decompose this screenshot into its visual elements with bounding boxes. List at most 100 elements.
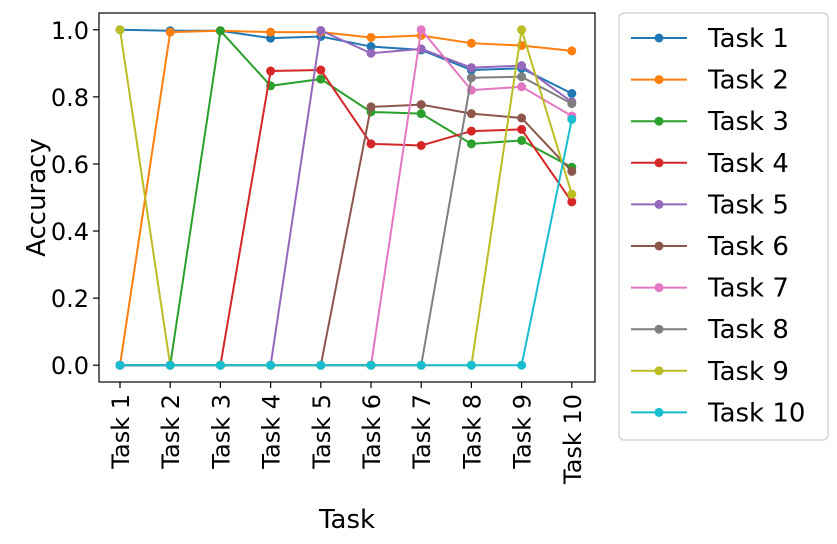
data-point <box>567 114 577 124</box>
legend-marker <box>654 158 664 168</box>
data-point <box>517 61 527 71</box>
data-point <box>517 360 527 370</box>
data-point <box>466 126 476 136</box>
y-tick-label: 0.0 <box>51 352 89 380</box>
x-tick-label: Task 7 <box>408 394 436 470</box>
legend-marker <box>654 241 664 251</box>
series-task-4 <box>115 65 577 370</box>
legend-item: Task 7 <box>631 274 789 304</box>
legend-label: Task 9 <box>707 357 789 387</box>
data-point <box>517 135 527 145</box>
series-line <box>120 69 573 367</box>
x-tick-label: Task 6 <box>358 394 386 470</box>
data-point <box>517 25 527 35</box>
x-tick-label: Task 9 <box>509 394 537 470</box>
legend-label: Task 3 <box>707 107 789 137</box>
legend-item: Task 9 <box>631 357 789 387</box>
data-point <box>517 72 527 82</box>
legend-item: Task 1 <box>631 24 789 54</box>
y-tick-label: 0.6 <box>51 151 89 179</box>
legend-label: Task 10 <box>707 398 805 428</box>
legend-marker <box>654 116 664 126</box>
series-line <box>120 28 573 367</box>
series-line <box>120 28 573 367</box>
data-point <box>316 74 326 84</box>
legend: Task 1 Task 2 Task 3 Task 4 Task 5 Task 6 Task… <box>618 12 829 441</box>
legend-marker <box>654 407 664 417</box>
data-point <box>567 189 577 199</box>
data-point <box>416 360 426 370</box>
data-point <box>366 102 376 112</box>
y-axis-title: Accuracy <box>22 138 52 257</box>
legend-marker <box>654 33 664 43</box>
legend-marker <box>654 199 664 209</box>
y-tick-label: 0.2 <box>51 285 89 313</box>
data-point <box>567 166 577 176</box>
x-tick-label: Task 1 <box>107 394 135 470</box>
data-point <box>567 197 577 207</box>
legend-label: Task 6 <box>707 232 789 262</box>
legend-item: Task 4 <box>631 149 789 179</box>
x-tick-label: Task 3 <box>207 394 235 470</box>
data-point <box>416 141 426 151</box>
data-point <box>416 109 426 119</box>
legend-item: Task 10 <box>631 398 805 428</box>
plot-area <box>115 25 577 370</box>
data-point <box>567 89 577 99</box>
plot-frame <box>98 12 596 383</box>
legend-box <box>618 12 829 441</box>
data-point <box>366 139 376 149</box>
legend-label: Task 2 <box>707 66 789 96</box>
y-axis: 0.0 0.2 0.4 0.6 0.8 1.0 <box>51 17 99 380</box>
legend-item: Task 5 <box>631 190 789 220</box>
data-point <box>567 46 577 56</box>
data-point <box>466 139 476 149</box>
data-point <box>316 360 326 370</box>
data-point <box>266 27 276 37</box>
data-point <box>366 32 376 42</box>
legend-label: Task 8 <box>707 315 789 345</box>
x-tick-label: Task 4 <box>258 394 286 470</box>
series-line <box>120 119 573 367</box>
x-tick-label: Task 8 <box>458 394 486 470</box>
data-point <box>366 360 376 370</box>
y-tick-label: 0.8 <box>51 84 89 112</box>
series-line <box>119 29 572 366</box>
data-point <box>215 26 225 36</box>
data-point <box>115 360 125 370</box>
data-point <box>366 42 376 52</box>
legend-item: Task 2 <box>631 66 789 96</box>
data-point <box>517 113 527 123</box>
legend-marker <box>654 324 664 334</box>
legend-label: Task 1 <box>707 24 789 54</box>
x-axis: Task 1 Task 2 Task 3 Task 4 Task 5 Task 6 Task… <box>107 382 587 485</box>
legend-marker <box>654 283 664 293</box>
data-point <box>466 360 476 370</box>
legend-item: Task 3 <box>631 107 789 137</box>
x-tick-label: Task 5 <box>308 394 336 470</box>
data-point <box>466 38 476 48</box>
y-tick-label: 1.0 <box>51 17 89 45</box>
data-point <box>316 65 326 75</box>
data-point <box>416 25 426 35</box>
data-point <box>466 73 476 83</box>
series-line <box>119 29 573 367</box>
x-tick-label: Task 2 <box>157 394 185 470</box>
series-line <box>120 27 573 367</box>
data-point <box>165 360 175 370</box>
data-point <box>517 82 527 92</box>
legend-marker <box>654 75 664 85</box>
y-tick-label: 0.4 <box>51 218 89 246</box>
data-point <box>215 360 225 370</box>
legend-label: Task 4 <box>707 149 789 179</box>
data-point <box>466 63 476 73</box>
data-point <box>316 25 326 35</box>
data-point <box>266 360 276 370</box>
series-line <box>120 75 573 367</box>
legend-marker <box>654 366 664 376</box>
data-point <box>115 25 125 35</box>
legend-item: Task 6 <box>631 232 789 262</box>
data-point <box>567 99 577 109</box>
legend-label: Task 5 <box>707 190 789 220</box>
